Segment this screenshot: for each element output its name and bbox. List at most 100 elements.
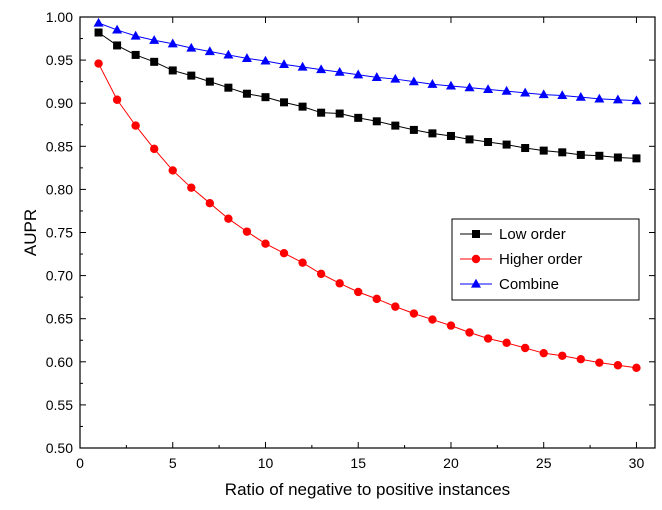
data-point (131, 121, 140, 130)
data-point (632, 154, 641, 163)
data-point (613, 361, 623, 370)
data-point (558, 351, 567, 360)
y-tick-label: 0.80 (46, 181, 73, 197)
data-point (335, 109, 344, 118)
data-point (390, 73, 401, 83)
data-point (539, 348, 548, 358)
legend-marker (471, 254, 481, 264)
data-point (297, 61, 308, 71)
data-point (224, 83, 233, 92)
data-point (112, 24, 123, 34)
data-point (261, 93, 270, 102)
data-point (260, 55, 271, 65)
data-point (558, 148, 567, 157)
data-point (261, 239, 270, 248)
data-point (168, 66, 177, 75)
data-point (408, 76, 419, 86)
data-point (391, 302, 400, 311)
series-combine (93, 17, 642, 105)
data-point (465, 328, 474, 337)
data-point (372, 117, 381, 126)
data-point (521, 144, 530, 153)
data-point (539, 146, 548, 155)
data-point (298, 258, 307, 267)
data-point (595, 358, 604, 367)
data-point (446, 321, 456, 330)
data-point (520, 343, 530, 353)
data-point (93, 17, 104, 27)
data-point (371, 72, 382, 81)
data-point (484, 137, 493, 146)
y-tick-label: 0.90 (46, 95, 73, 111)
x-tick-label: 20 (443, 455, 459, 471)
x-tick-label: 10 (258, 455, 274, 471)
y-tick-label: 1.00 (46, 9, 73, 25)
series-low-order (94, 28, 641, 163)
y-tick-label: 0.50 (46, 440, 73, 456)
legend-label: Combine (499, 276, 559, 293)
data-point (427, 79, 438, 88)
data-point (187, 71, 196, 80)
plot-frame (79, 16, 656, 449)
data-point (187, 183, 196, 192)
data-point (557, 90, 568, 100)
data-point (150, 57, 159, 66)
data-point (241, 53, 252, 62)
data-point (612, 94, 623, 104)
data-point (186, 42, 197, 52)
series-line (98, 63, 637, 369)
data-point (149, 35, 160, 44)
data-point (223, 49, 234, 59)
data-point (354, 287, 363, 297)
y-tick-label: 0.60 (46, 354, 73, 370)
legend-item: Low order (460, 226, 566, 243)
data-point (428, 129, 437, 138)
y-axis-tick-labels: 0.50 0.55 0.60 0.65 0.70 0.75 0.80 0.85 0.90 0.95… (46, 9, 73, 456)
data-point (502, 140, 511, 149)
data-point (316, 64, 327, 74)
data-point (520, 87, 531, 97)
data-point (372, 294, 381, 304)
x-axis-title: Ratio of negative to positive instances (225, 480, 510, 499)
data-point (594, 93, 605, 103)
y-tick-label: 0.55 (46, 397, 73, 413)
data-point (631, 95, 642, 105)
legend-label: Higher order (499, 251, 582, 268)
legend: Low order Higher order Combine (451, 218, 640, 301)
data-point (613, 153, 622, 162)
data-point (113, 41, 122, 50)
data-point (391, 121, 400, 130)
data-point (576, 150, 585, 159)
y-axis-title: AUPR (21, 209, 40, 256)
data-point (242, 89, 251, 98)
data-point (167, 38, 178, 48)
series-line (98, 22, 637, 102)
data-point (409, 125, 418, 134)
data-point (409, 309, 419, 318)
data-point (130, 30, 141, 40)
data-point (204, 46, 215, 56)
legend-marker (471, 278, 481, 288)
data-point (465, 135, 474, 144)
data-point (483, 334, 493, 343)
data-point (224, 214, 233, 223)
series-layer (93, 17, 642, 373)
data-point (335, 279, 344, 288)
data-point (317, 108, 326, 117)
legend-item: Higher order (460, 251, 582, 268)
data-point (483, 84, 494, 94)
data-point (353, 69, 364, 79)
series-higher-order (94, 59, 641, 373)
x-tick-label: 5 (169, 455, 177, 471)
data-point (502, 338, 511, 348)
data-point (501, 85, 512, 95)
y-tick-label: 0.85 (46, 138, 73, 154)
x-tick-label: 30 (629, 455, 645, 471)
legend-item: Combine (460, 276, 559, 293)
data-point (242, 227, 252, 236)
x-axis-tick-labels: 0 5 10 15 20 25 30 (76, 455, 644, 471)
data-point (464, 82, 475, 92)
data-point (334, 66, 345, 76)
data-point (538, 89, 549, 99)
